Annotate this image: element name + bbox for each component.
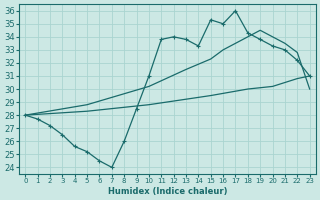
X-axis label: Humidex (Indice chaleur): Humidex (Indice chaleur): [108, 187, 227, 196]
